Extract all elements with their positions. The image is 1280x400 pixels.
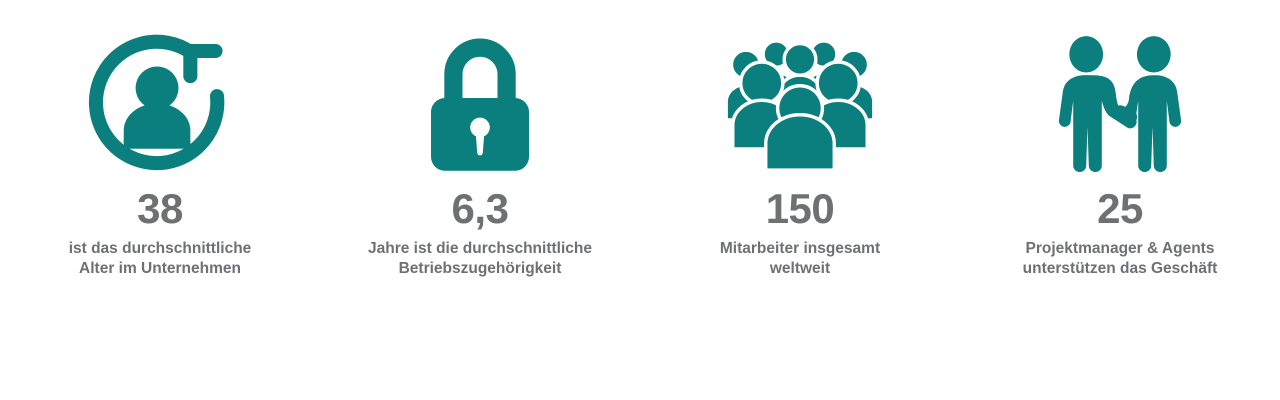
person-refresh-icon — [0, 30, 320, 180]
stat-caption: Projektmanager & Agents unterstützen das… — [1022, 240, 1218, 278]
stat-caption: ist das durchschnittliche Alter im Unter… — [68, 240, 252, 278]
stat-card-average-age: 38 ist das durchschnittliche Alter im Un… — [0, 0, 320, 400]
padlock-icon — [320, 30, 640, 180]
stat-value: 38 — [137, 185, 183, 232]
people-group-icon — [640, 30, 960, 180]
stat-card-tenure: 6,3 Jahre ist die durchschnittliche Betr… — [320, 0, 640, 400]
stat-caption: Mitarbeiter insgesamt weltweit — [719, 240, 881, 278]
stat-card-employees: 150 Mitarbeiter insgesamt weltweit — [640, 0, 960, 400]
stat-value: 6,3 — [451, 185, 509, 232]
handshake-people-icon — [960, 30, 1280, 180]
stat-value: 25 — [1097, 185, 1143, 232]
stat-card-project-managers: 25 Projektmanager & Agents unterstützen … — [960, 0, 1280, 400]
stat-value: 150 — [765, 185, 835, 232]
stat-caption: Jahre ist die durchschnittliche Betriebs… — [368, 240, 592, 278]
